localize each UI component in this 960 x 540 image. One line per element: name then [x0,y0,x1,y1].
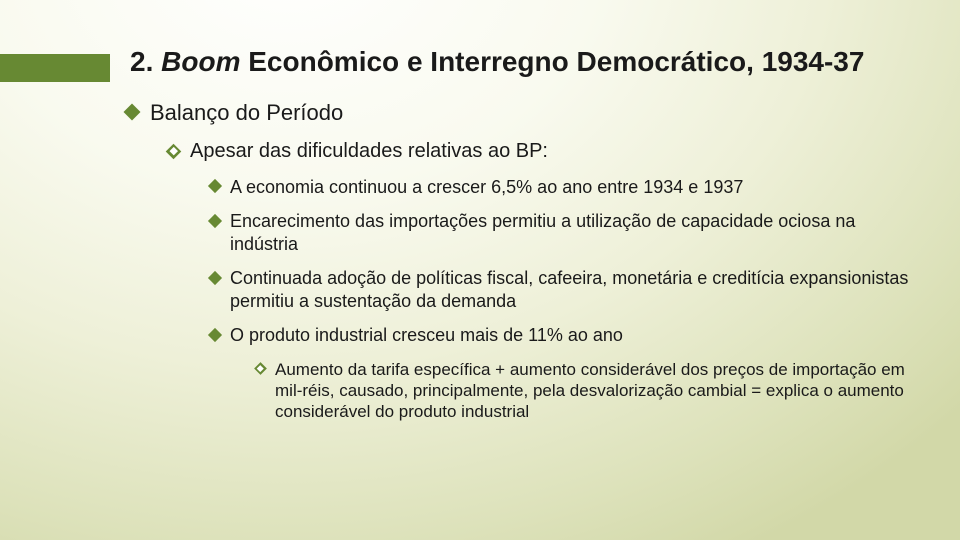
slide-title: 2. Boom Econômico e Interregno Democráti… [130,44,920,79]
bullet-lvl3-item: O produto industrial cresceu mais de 11%… [230,324,920,347]
bullet-lvl3-item: Continuada adoção de políticas fiscal, c… [230,267,920,312]
bullet-lvl2: Apesar das dificuldades relativas ao BP: [190,139,920,164]
bullet-lvl3-text: O produto industrial cresceu mais de 11%… [230,325,623,345]
slide-content: 2. Boom Econômico e Interregno Democráti… [0,0,960,540]
bullet-lvl3-item: Encarecimento das importações permitiu a… [230,210,920,255]
bullet-lvl4: Aumento da tarifa específica + aumento c… [275,359,920,423]
bullet-lvl3-text: Encarecimento das importações permitiu a… [230,211,855,254]
title-prefix: 2. [130,46,161,77]
bullet-lvl1-text: Balanço do Período [150,100,343,125]
bullet-lvl4-text: Aumento da tarifa específica + aumento c… [275,360,905,422]
bullet-lvl3-text: A economia continuou a crescer 6,5% ao a… [230,177,743,197]
bullet-lvl1: Balanço do Período [150,99,920,127]
bullet-lvl3-text: Continuada adoção de políticas fiscal, c… [230,268,908,311]
title-rest: Econômico e Interregno Democrático, 1934… [240,46,864,77]
bullet-lvl2-text: Apesar das dificuldades relativas ao BP: [190,140,548,162]
title-italic-word: Boom [161,46,240,77]
bullet-lvl3-item: A economia continuou a crescer 6,5% ao a… [230,176,920,199]
